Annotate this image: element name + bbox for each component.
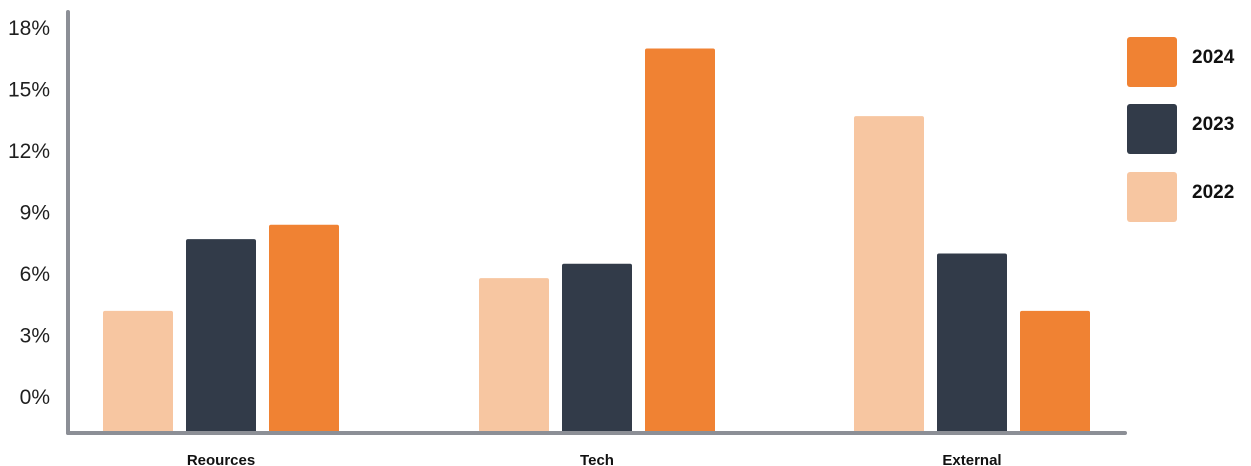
y-tick-label-9-: 9% xyxy=(20,202,50,225)
y-tick-label-18-: 18% xyxy=(8,17,50,40)
legend-label-2023: 2023 xyxy=(1192,114,1234,135)
category-label-external: External xyxy=(942,452,1001,466)
bar-tech-2022 xyxy=(479,278,549,433)
legend-swatch-2024 xyxy=(1127,37,1177,87)
y-tick-label-6-: 6% xyxy=(20,263,50,286)
axes xyxy=(66,10,1127,435)
legend-label-2022: 2022 xyxy=(1192,182,1234,203)
legend: 2024 2023 2022 xyxy=(1127,37,1235,222)
legend-swatch-2023 xyxy=(1127,104,1177,154)
bars xyxy=(103,48,1090,434)
y-tick-label-0-: 0% xyxy=(20,386,50,409)
bar-reources-2023 xyxy=(186,239,256,433)
x-axis-category-labels: Reources Tech External xyxy=(187,452,1002,466)
bar-tech-2024 xyxy=(645,48,715,433)
category-label-reources: Reources xyxy=(187,452,255,466)
bar-reources-2024 xyxy=(269,224,339,433)
bar-reources-2022 xyxy=(103,310,173,433)
bar-external-2022 xyxy=(854,116,924,434)
category-label-tech: Tech xyxy=(580,452,614,466)
y-tick-label-12-: 12% xyxy=(8,140,50,163)
y-tick-label-15-: 15% xyxy=(8,79,50,102)
y-axis-tick-labels: 0% 3% 6% 9% 12% 15% 18% xyxy=(8,17,50,409)
bar-external-2024 xyxy=(1020,310,1090,433)
y-tick-label-3-: 3% xyxy=(20,325,50,348)
bar-external-2023 xyxy=(937,253,1007,433)
bar-tech-2023 xyxy=(562,263,632,433)
legend-swatch-2022 xyxy=(1127,172,1177,222)
legend-label-2024: 2024 xyxy=(1192,47,1235,68)
